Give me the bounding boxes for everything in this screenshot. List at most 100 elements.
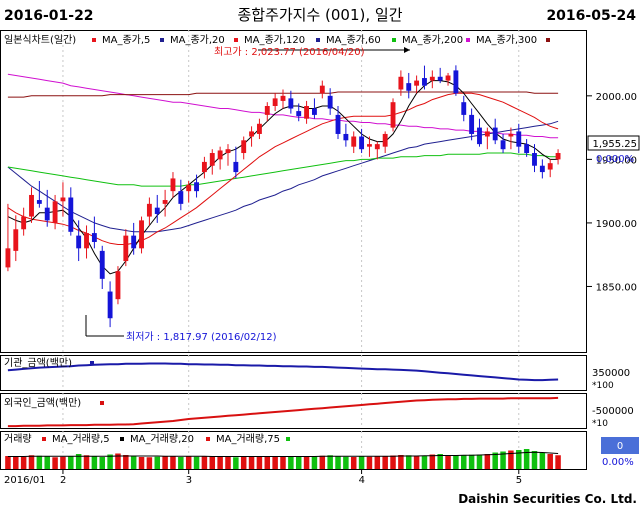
- ma60-line: [7, 152, 559, 187]
- volume-bar: [256, 456, 263, 469]
- candle: [343, 123, 349, 147]
- candle: [68, 187, 74, 236]
- x-axis: 2016/01 2 3 4 5: [4, 469, 522, 486]
- volume-bar: [398, 455, 404, 469]
- volume-value-box: [601, 437, 639, 454]
- candle-body: [304, 106, 310, 119]
- candle-body: [555, 153, 561, 160]
- volume-bar: [178, 457, 184, 469]
- volume-bar: [170, 456, 176, 469]
- candle: [453, 65, 459, 96]
- volume-bar: [492, 452, 498, 469]
- candle-body: [547, 163, 553, 170]
- volume-bar: [374, 456, 381, 469]
- candle-body: [367, 144, 372, 147]
- footer-brand: Daishin Securities Co. Ltd.: [458, 492, 637, 506]
- candle: [304, 100, 310, 124]
- candle: [13, 215, 19, 262]
- volume-ma-line: [7, 451, 559, 457]
- volume-bar: [366, 456, 373, 469]
- candle-body: [469, 114, 475, 134]
- candle-body: [453, 70, 459, 94]
- legend-swatch-end: [546, 38, 550, 42]
- candle-body: [351, 136, 357, 147]
- candle-body: [233, 161, 239, 173]
- candle: [390, 98, 396, 132]
- candle-body: [264, 106, 270, 115]
- candle-body: [76, 235, 82, 249]
- candle-body: [516, 131, 522, 147]
- candle-body: [500, 140, 506, 150]
- volume-bar: [28, 455, 35, 469]
- volume-bar: [350, 457, 357, 469]
- volume-bar: [484, 454, 491, 469]
- legend-swatch-ma300: [466, 38, 470, 42]
- candle: [508, 127, 514, 150]
- candle: [359, 128, 365, 154]
- candle: [139, 216, 144, 254]
- volume-bar: [327, 455, 333, 469]
- legend-ma120: MA_종가,120: [244, 34, 305, 46]
- candle-body: [21, 216, 27, 230]
- candle: [36, 180, 42, 208]
- candle-body: [484, 131, 490, 137]
- chart-title: 종합주가지수 (001), 일간: [237, 6, 402, 24]
- legend-ma200: MA_종가,200: [402, 34, 463, 46]
- legend-swatch-ma5: [92, 38, 96, 42]
- volume-bar: [130, 456, 137, 469]
- candle: [21, 207, 27, 236]
- candle-body: [390, 102, 396, 128]
- volume-bar: [185, 456, 192, 469]
- candle-body: [288, 98, 294, 109]
- candle: [131, 222, 137, 255]
- volume-bar: [146, 457, 153, 469]
- candle: [264, 102, 270, 122]
- price-panel: [0, 30, 587, 353]
- candle: [170, 172, 176, 198]
- candle-body: [60, 197, 66, 202]
- candle-body: [44, 207, 50, 221]
- candle: [437, 67, 443, 84]
- volume-change: 0.00%: [602, 457, 634, 468]
- volume-legend: 거래량 MA_거래량,5 MA_거래량,20 MA_거래량,75: [4, 433, 290, 445]
- volume-bar: [91, 456, 98, 469]
- candle-body: [107, 291, 113, 319]
- candle-body: [312, 108, 317, 115]
- volume-bar: [358, 456, 365, 469]
- institutional-ytick: 350000: [592, 368, 630, 379]
- volume-legend-main: 거래량: [4, 433, 32, 445]
- volume-bar: [405, 455, 412, 469]
- volume-bar: [162, 456, 168, 469]
- candle: [115, 266, 121, 305]
- candle-body: [327, 95, 333, 109]
- candle-body: [139, 220, 144, 249]
- candle-body: [162, 200, 168, 204]
- volume-bar: [75, 454, 82, 469]
- ma20-line: [7, 92, 559, 245]
- candle: [249, 126, 254, 147]
- price-legend: 일본식차트(일간) MA_종가,5 MA_종가,20 MA_종가,120 MA_…: [4, 34, 550, 46]
- price-ytick-label: 1950.00: [596, 155, 637, 166]
- legend-ma300: MA_종가,300: [476, 34, 537, 46]
- candle: [99, 245, 105, 289]
- candle: [52, 194, 58, 230]
- candle-body: [29, 194, 34, 217]
- candle: [382, 131, 388, 154]
- candle: [60, 182, 66, 217]
- candle-body: [13, 229, 19, 251]
- candle-body: [374, 144, 380, 150]
- institutional-line: [7, 362, 559, 382]
- volume-bar: [555, 455, 561, 469]
- candle: [162, 189, 168, 217]
- volume-bar: [445, 455, 451, 469]
- candle: [241, 136, 247, 160]
- ma120-line: [7, 120, 559, 233]
- volume-bar: [138, 457, 145, 469]
- candle: [312, 98, 317, 119]
- volume-bar: [531, 451, 538, 469]
- candle: [398, 70, 404, 96]
- volume-bar: [264, 456, 271, 469]
- volume-bar: [468, 454, 475, 469]
- candle: [429, 70, 435, 89]
- volume-bar: [248, 456, 255, 469]
